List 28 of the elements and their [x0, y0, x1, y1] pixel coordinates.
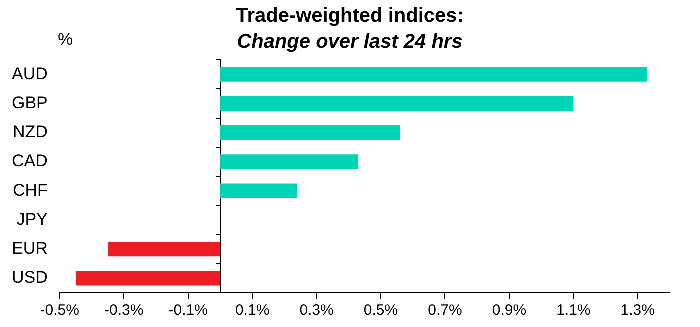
- x-tick-label: -0.5%: [40, 302, 80, 320]
- x-tick-label: 0.7%: [428, 302, 462, 320]
- y-tick-label: CHF: [12, 180, 48, 200]
- y-tick-label: AUD: [12, 64, 48, 84]
- x-tick-label: 0.5%: [364, 302, 398, 320]
- y-tick-label: EUR: [12, 239, 48, 258]
- y-tick-label: JPY: [16, 210, 48, 229]
- x-tick-label: -0.1%: [168, 302, 208, 320]
- y-tick-label: NZD: [12, 122, 48, 142]
- bar: [76, 271, 220, 286]
- bar: [220, 96, 574, 111]
- y-tick-label: USD: [12, 268, 48, 288]
- x-tick-label: -0.3%: [104, 302, 144, 320]
- bar: [220, 154, 359, 170]
- y-axis-title: %: [58, 30, 74, 50]
- bar: [220, 126, 400, 140]
- chart-subtitle: Change over last 24 hrs: [237, 31, 463, 53]
- y-tick-label: CAD: [12, 152, 48, 171]
- chart-title: Trade-weighted indices:: [235, 4, 465, 28]
- bar: [108, 242, 220, 257]
- y-tick-label: GBP: [12, 93, 48, 112]
- bar: [220, 184, 298, 198]
- bar: [220, 67, 648, 82]
- x-tick-label: 0.1%: [235, 302, 270, 320]
- x-tick-label: 0.9%: [492, 302, 527, 320]
- x-tick-label: 1.3%: [620, 302, 655, 320]
- x-tick-label: 1.1%: [556, 302, 591, 320]
- x-tick-label: 0.3%: [300, 302, 334, 320]
